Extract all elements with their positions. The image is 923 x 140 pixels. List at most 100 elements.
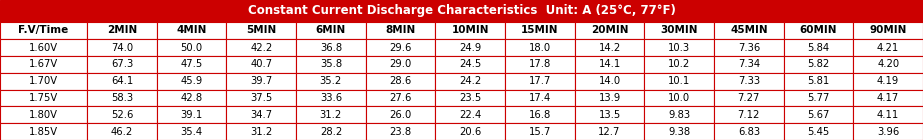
Text: 27.6: 27.6: [390, 93, 412, 103]
Text: 13.9: 13.9: [598, 93, 620, 103]
Bar: [784, 90, 854, 106]
Text: 7.27: 7.27: [737, 93, 760, 103]
Text: 24.9: 24.9: [459, 43, 481, 53]
Text: 28.2: 28.2: [319, 127, 342, 137]
Text: 7.36: 7.36: [737, 43, 760, 53]
Bar: [296, 73, 366, 90]
Bar: [436, 39, 505, 56]
Bar: [436, 90, 505, 106]
Bar: [714, 22, 784, 39]
Bar: [505, 22, 575, 39]
Bar: [575, 123, 644, 140]
Bar: [784, 123, 854, 140]
Bar: [0, 56, 87, 73]
Bar: [366, 39, 436, 56]
Text: 26.0: 26.0: [390, 110, 412, 120]
Bar: [366, 22, 436, 39]
Bar: [575, 106, 644, 123]
Bar: [296, 106, 366, 123]
Text: 6.83: 6.83: [737, 127, 760, 137]
Text: 4MIN: 4MIN: [176, 25, 207, 35]
Text: 16.8: 16.8: [529, 110, 551, 120]
Text: 18.0: 18.0: [529, 43, 551, 53]
Text: 31.2: 31.2: [319, 110, 342, 120]
Bar: [366, 90, 436, 106]
Text: 4.21: 4.21: [877, 43, 899, 53]
Bar: [644, 123, 714, 140]
Bar: [0, 22, 87, 39]
Text: 29.0: 29.0: [390, 59, 412, 69]
Bar: [575, 90, 644, 106]
Text: 3.96: 3.96: [877, 127, 899, 137]
Text: 42.8: 42.8: [181, 93, 203, 103]
Text: 5MIN: 5MIN: [246, 25, 276, 35]
Text: 33.6: 33.6: [320, 93, 342, 103]
Bar: [226, 106, 296, 123]
Text: 50.0: 50.0: [181, 43, 203, 53]
Bar: [366, 73, 436, 90]
Bar: [226, 90, 296, 106]
Bar: [784, 106, 854, 123]
Text: 1.85V: 1.85V: [29, 127, 58, 137]
Text: 45MIN: 45MIN: [730, 25, 768, 35]
Bar: [157, 39, 226, 56]
Text: 40.7: 40.7: [250, 59, 272, 69]
Bar: [157, 73, 226, 90]
Bar: [644, 73, 714, 90]
Bar: [226, 22, 296, 39]
Bar: [366, 106, 436, 123]
Text: 5.82: 5.82: [808, 59, 830, 69]
Bar: [714, 73, 784, 90]
Bar: [575, 56, 644, 73]
Bar: [644, 90, 714, 106]
Bar: [714, 56, 784, 73]
Bar: [0, 73, 87, 90]
Bar: [0, 90, 87, 106]
Text: 64.1: 64.1: [111, 76, 133, 86]
Bar: [436, 73, 505, 90]
Text: 1.75V: 1.75V: [29, 93, 58, 103]
Bar: [505, 106, 575, 123]
Text: 74.0: 74.0: [111, 43, 133, 53]
Text: F.V/Time: F.V/Time: [18, 25, 68, 35]
Text: Constant Current Discharge Characteristics  Unit: A (25°C, 77°F): Constant Current Discharge Characteristi…: [247, 4, 676, 17]
Text: 67.3: 67.3: [111, 59, 133, 69]
Text: 20.6: 20.6: [459, 127, 481, 137]
Bar: [0, 0, 923, 22]
Text: 14.2: 14.2: [598, 43, 620, 53]
Text: 5.84: 5.84: [808, 43, 830, 53]
Text: 5.67: 5.67: [808, 110, 830, 120]
Bar: [854, 123, 923, 140]
Bar: [87, 73, 157, 90]
Text: 13.5: 13.5: [598, 110, 620, 120]
Text: 35.4: 35.4: [181, 127, 203, 137]
Bar: [505, 90, 575, 106]
Text: 39.7: 39.7: [250, 76, 272, 86]
Text: 14.1: 14.1: [598, 59, 620, 69]
Bar: [505, 56, 575, 73]
Bar: [714, 106, 784, 123]
Bar: [436, 56, 505, 73]
Text: 15.7: 15.7: [529, 127, 551, 137]
Text: 7.33: 7.33: [737, 76, 760, 86]
Text: 4.20: 4.20: [877, 59, 899, 69]
Bar: [436, 22, 505, 39]
Text: 35.2: 35.2: [319, 76, 342, 86]
Bar: [296, 123, 366, 140]
Text: 39.1: 39.1: [180, 110, 203, 120]
Text: 46.2: 46.2: [111, 127, 133, 137]
Text: 24.5: 24.5: [459, 59, 481, 69]
Bar: [436, 106, 505, 123]
Bar: [644, 106, 714, 123]
Text: 9.83: 9.83: [668, 110, 690, 120]
Text: 9.38: 9.38: [668, 127, 690, 137]
Bar: [854, 73, 923, 90]
Text: 2MIN: 2MIN: [107, 25, 137, 35]
Text: 8MIN: 8MIN: [386, 25, 415, 35]
Text: 22.4: 22.4: [459, 110, 481, 120]
Bar: [854, 56, 923, 73]
Bar: [87, 106, 157, 123]
Text: 1.67V: 1.67V: [29, 59, 58, 69]
Text: 29.6: 29.6: [390, 43, 412, 53]
Bar: [436, 123, 505, 140]
